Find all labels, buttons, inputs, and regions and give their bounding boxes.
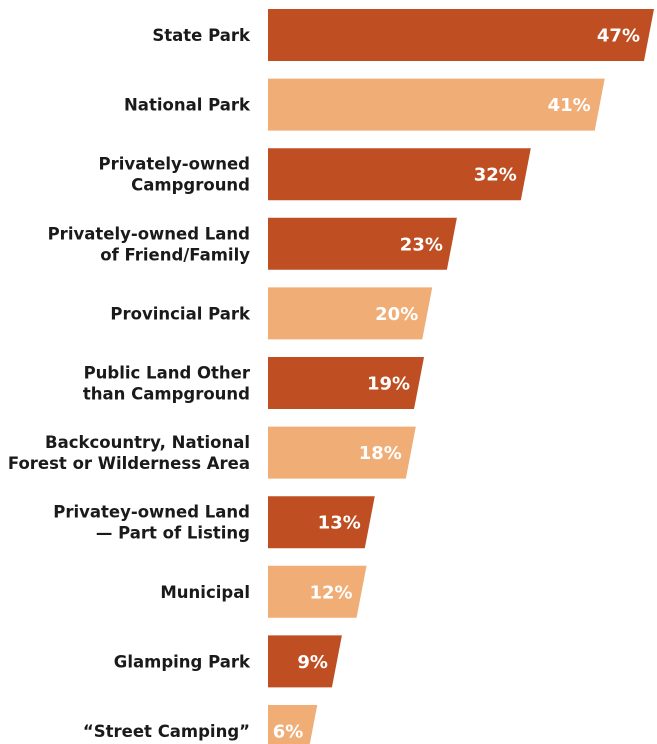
category-label-line: State Park [152,26,251,45]
bar [268,357,425,409]
category-label: State Park [152,26,251,45]
value-label: 13% [318,513,361,534]
category-label: Privately-owned Land of Friend/Family [48,224,251,264]
category-label: National Park [124,96,251,115]
category-label: Privatey-owned Land — Part of Listing [53,503,250,543]
category-label: Public Land Other than Campground [83,364,251,404]
value-label: 18% [359,443,402,464]
category-label-line: Municipal [160,583,250,602]
category-label-line: Glamping Park [114,652,251,671]
category-label-line: Backcountry, National [45,433,250,452]
category-label: “Street Camping” [83,722,250,741]
category-label: Backcountry, National Forest or Wildernes… [8,433,250,473]
category-label-line: Forest or Wilderness Area [8,454,250,473]
bar [268,217,457,270]
bar [268,287,433,340]
value-label: 47% [597,26,640,47]
bar [268,148,531,201]
category-label: Provincial Park [110,304,251,323]
value-label: 41% [548,95,591,116]
category-label-line: than Campground [83,385,250,404]
category-label-line: National Park [124,96,251,115]
value-label: 32% [474,165,517,186]
category-label: Glamping Park [114,652,251,671]
category-label-line: Provincial Park [110,304,251,323]
category-label-line: Privately-owned [99,155,250,174]
value-label: 23% [400,234,443,255]
category-label: Privately-owned Campground [99,155,250,195]
value-label: 9% [297,652,328,673]
category-label-line: of Friend/Family [100,245,250,264]
value-label: 12% [309,582,352,603]
category-label-line: Campground [131,176,250,195]
bar [268,635,342,688]
bar [268,78,605,131]
bar [268,565,367,618]
category-label-line: Privately-owned Land [48,224,250,243]
category-label: Municipal [160,583,250,602]
bar [268,426,416,479]
value-label: 6% [273,722,304,743]
bar [268,705,318,744]
category-label-line: “Street Camping” [83,722,250,741]
bar [268,496,375,549]
value-label: 20% [375,304,418,325]
category-label-line: — Part of Listing [96,524,250,543]
category-label-line: Privatey-owned Land [53,503,250,522]
bar [268,9,654,61]
value-label: 19% [367,374,410,395]
category-label-line: Public Land Other [84,364,251,383]
